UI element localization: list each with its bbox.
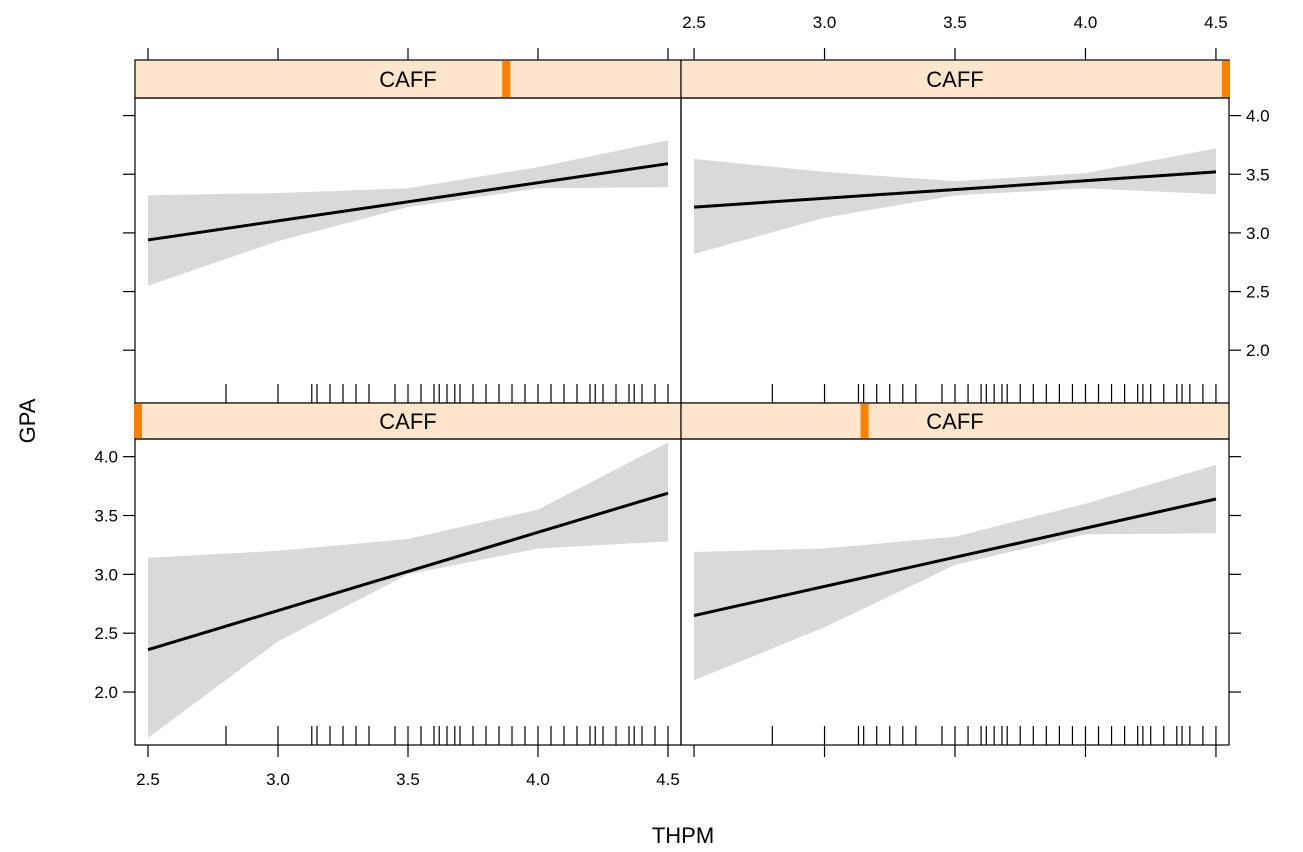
y-tick-label: 2.0 [1246,341,1270,360]
rug [771,726,1217,745]
x-axis-top-col0 [147,48,669,60]
x-tick-label: 2.5 [136,770,160,789]
x-tick-label: 3.0 [813,13,837,32]
strip-level-marker [134,404,142,438]
y-tick-label: 2.5 [1246,283,1270,302]
panel-top-right: CAFF [680,59,1230,404]
x-tick-label: 3.0 [266,770,290,789]
fit-line [693,497,1217,618]
rug [225,384,669,403]
confidence-band [148,140,668,286]
fit-line [147,162,669,242]
fit-line [693,170,1217,209]
strip-label: CAFF [379,409,436,434]
x-tick-label: 4.5 [656,770,680,789]
panel-border [680,97,1230,404]
strip-background [680,402,1230,440]
y-tick-label: 3.0 [94,565,118,584]
strip-label: CAFF [926,67,983,92]
y-axis-left-row1: 2.0 2.5 3.0 3.5 4.0 [94,448,135,702]
strip-level-marker [860,404,869,438]
strip-label: CAFF [379,67,436,92]
x-tick-label: 4.0 [1074,13,1098,32]
y-axis-title: GPA [15,398,40,443]
strip-level-marker [1222,61,1230,97]
x-axis-title: THPM [652,823,714,848]
panels-layer: CAFF CAFF CAFF CAFF [134,59,1230,746]
rug [771,384,1217,403]
confidence-band [694,464,1216,681]
x-axis-top-col1: 2.5 3.0 3.5 4.0 4.5 [682,13,1228,60]
x-tick-label: 4.0 [526,770,550,789]
confidence-band [694,148,1216,254]
y-tick-label: 4.0 [94,448,118,467]
rug [225,726,669,745]
y-axis-right-row1 [1229,456,1241,693]
y-tick-label: 2.0 [94,683,118,702]
strip-level-marker [502,61,511,97]
y-tick-label: 2.5 [94,624,118,643]
confidence-band [148,442,668,738]
panel-bottom-right: CAFF [680,402,1230,746]
axes-layer: 2.5 3.0 3.5 4.0 4.5 2.5 3.0 3.5 4.0 4.5 2.0 2.5 3.0 3… [94,13,1269,789]
y-axis-left-row0 [123,114,135,351]
x-tick-label: 3.5 [943,13,967,32]
x-tick-label: 4.5 [1204,13,1228,32]
x-tick-label: 3.5 [396,770,420,789]
fit-line [147,491,669,652]
x-axis-bottom-col0: 2.5 3.0 3.5 4.0 4.5 [136,745,680,789]
panel-top-left: CAFF [134,59,682,404]
x-tick-label: 2.5 [682,13,706,32]
x-axis-bottom-col1 [693,745,1217,757]
strip-background [680,59,1230,99]
panel-bottom-left: CAFF [134,402,682,746]
y-axis-right-row0: 2.0 2.5 3.0 3.5 4.0 [1229,107,1270,360]
y-tick-label: 4.0 [1246,107,1270,126]
y-tick-label: 3.0 [1246,224,1270,243]
y-tick-label: 3.5 [1246,165,1270,184]
strip-label: CAFF [926,409,983,434]
y-tick-label: 3.5 [94,507,118,526]
